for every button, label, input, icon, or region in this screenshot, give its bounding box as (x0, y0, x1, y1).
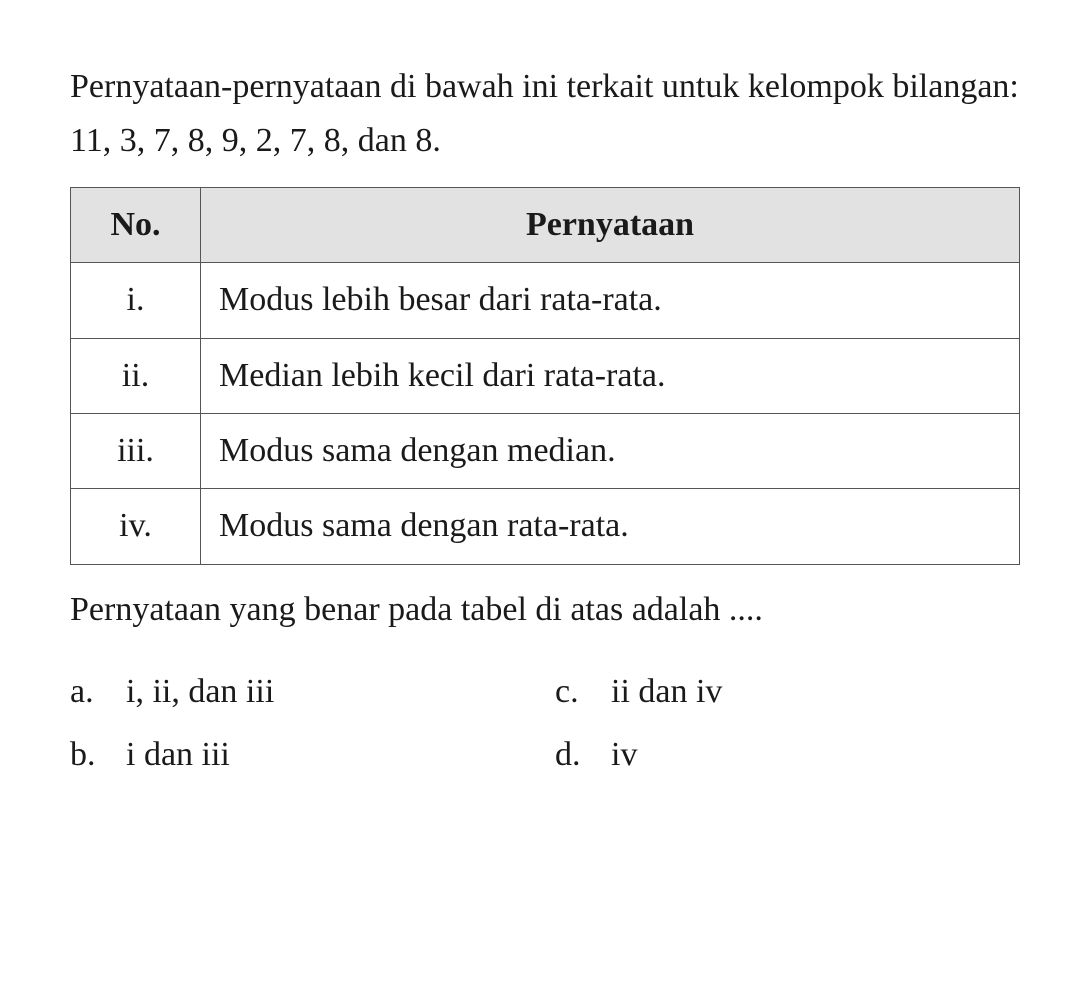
option-text: i, ii, dan iii (126, 665, 274, 719)
option-d: d. iv (555, 728, 1020, 782)
row-statement: Modus sama dengan median. (201, 413, 1020, 488)
intro-text: Pernyataan-pernyataan di bawah ini terka… (70, 60, 1020, 169)
option-b: b. i dan iii (70, 728, 535, 782)
option-text: ii dan iv (611, 665, 722, 719)
statements-table: No. Pernyataan i. Modus lebih besar dari… (70, 187, 1020, 565)
row-statement: Modus sama dengan rata-rata. (201, 489, 1020, 564)
options-container: a. i, ii, dan iii c. ii dan iv b. i dan … (70, 665, 1020, 782)
option-a: a. i, ii, dan iii (70, 665, 535, 719)
header-statement: Pernyataan (201, 187, 1020, 262)
row-no: iii. (71, 413, 201, 488)
row-no: iv. (71, 489, 201, 564)
question-text: Pernyataan yang benar pada tabel di atas… (70, 583, 1020, 637)
option-letter: b. (70, 728, 126, 782)
table-row: iii. Modus sama dengan median. (71, 413, 1020, 488)
option-letter: d. (555, 728, 611, 782)
option-letter: c. (555, 665, 611, 719)
table-row: iv. Modus sama dengan rata-rata. (71, 489, 1020, 564)
row-statement: Modus lebih besar dari rata-rata. (201, 263, 1020, 338)
option-text: iv (611, 728, 637, 782)
row-no: i. (71, 263, 201, 338)
row-statement: Median lebih kecil dari rata-rata. (201, 338, 1020, 413)
header-no: No. (71, 187, 201, 262)
option-c: c. ii dan iv (555, 665, 1020, 719)
option-letter: a. (70, 665, 126, 719)
row-no: ii. (71, 338, 201, 413)
table-row: i. Modus lebih besar dari rata-rata. (71, 263, 1020, 338)
table-row: ii. Median lebih kecil dari rata-rata. (71, 338, 1020, 413)
option-text: i dan iii (126, 728, 230, 782)
table-header-row: No. Pernyataan (71, 187, 1020, 262)
